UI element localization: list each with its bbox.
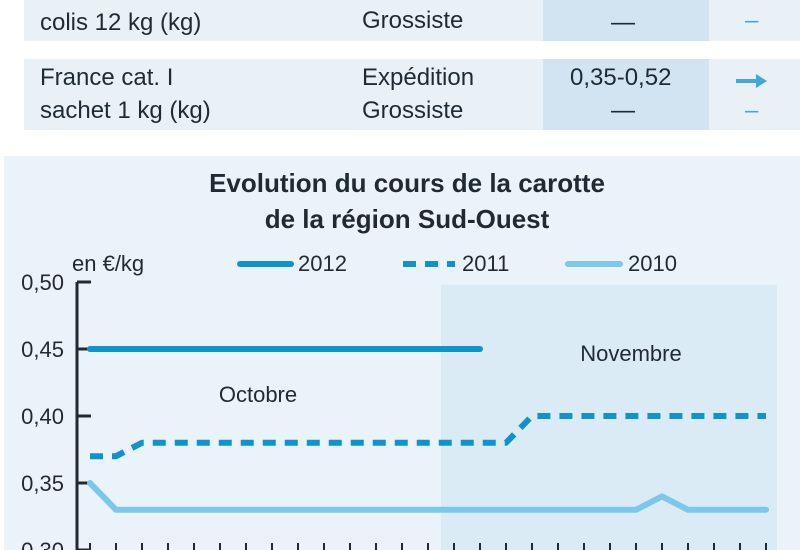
stage-label: Grossiste [362, 97, 464, 124]
month-label-novembre: Novembre [580, 341, 681, 366]
unit-label: en €/kg [72, 251, 144, 276]
product-line: colis 12 kg (kg) [40, 9, 202, 36]
price-column-bg [543, 59, 709, 130]
y-tick-label: 0,35 [21, 471, 64, 496]
product-line: sachet 1 kg (kg) [40, 97, 211, 124]
month-label-octobre: Octobre [219, 382, 297, 407]
y-tick-label: 0,50 [21, 270, 64, 295]
price-table: colis 12 kg (kg) Grossiste — – France ca… [0, 0, 800, 150]
stage-label: Expédition [362, 64, 475, 91]
y-tick-label: 0,45 [21, 337, 64, 362]
price-column-bg [543, 0, 709, 41]
chart-title-line-2: de la région Sud-Ouest [265, 204, 550, 234]
series-line-2011 [90, 413, 766, 460]
legend-label-2012: 2012 [298, 251, 347, 276]
product-line: France cat. I [40, 64, 174, 91]
series-line-2010 [87, 480, 769, 513]
chart-title-line-1: Evolution du cours de la carotte [209, 168, 605, 198]
trend-value: – [745, 97, 759, 124]
price-value: — [611, 9, 635, 36]
stage-label: Grossiste [362, 7, 464, 34]
y-tick-label: 0,30 [21, 538, 64, 550]
arrow-right-icon [736, 74, 767, 88]
trend-value: – [745, 7, 759, 34]
price-value: — [611, 97, 635, 124]
legend-label-2011: 2011 [462, 251, 509, 276]
legend-label-2010: 2010 [628, 251, 677, 276]
price-value: 0,35-0,52 [570, 64, 672, 91]
y-tick-label: 0,40 [21, 404, 64, 429]
